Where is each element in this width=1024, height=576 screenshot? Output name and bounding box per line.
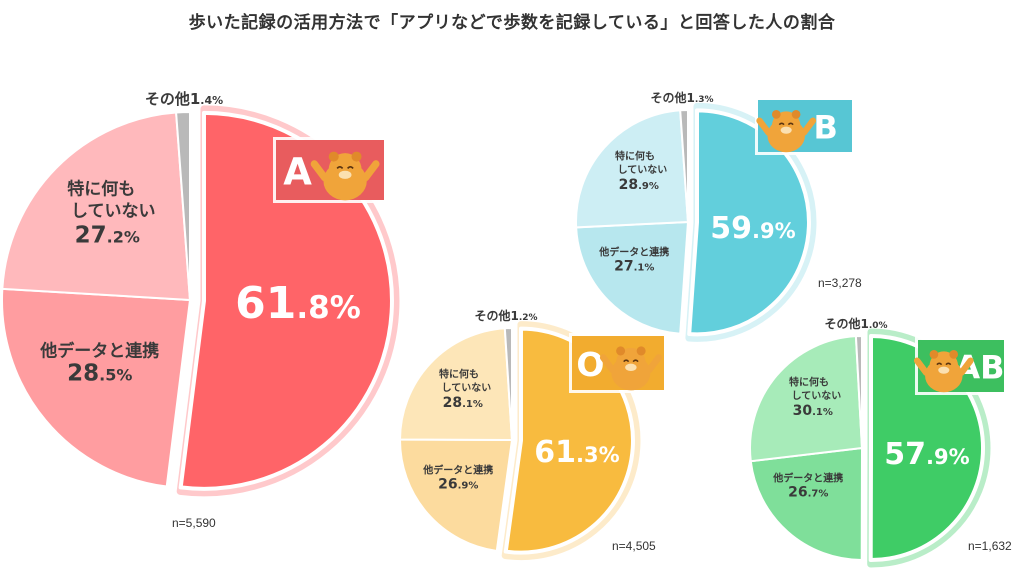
label-main-percent: 59.9% xyxy=(710,211,795,246)
bear-mascot-icon xyxy=(913,350,974,393)
mascot-ear xyxy=(351,151,362,162)
label-nothing-2: していない xyxy=(442,382,492,394)
slice-main-group xyxy=(685,102,817,342)
mascot-arms xyxy=(756,117,817,136)
slice-nothing xyxy=(398,327,514,442)
sample-size: n=4,505 xyxy=(612,539,656,553)
mascot-ear xyxy=(791,110,801,119)
slice-other xyxy=(679,108,689,223)
mascot-ear xyxy=(929,350,939,359)
label-nothing-1: 特に何も xyxy=(789,375,829,388)
badge-letter: A xyxy=(283,150,312,193)
mascot-arms xyxy=(599,354,662,374)
label-nothing-2: していない xyxy=(71,202,156,222)
mascot-eyes xyxy=(623,359,639,363)
mascot-eyes xyxy=(778,122,794,126)
label-linked: 他データと連携 xyxy=(39,340,159,361)
sample-size: n=5,590 xyxy=(172,516,216,530)
label-linked: 他データと連携 xyxy=(772,472,843,485)
label-nothing-value: 30.1% xyxy=(793,403,833,419)
slice-other xyxy=(175,110,191,301)
slice-other xyxy=(854,334,863,449)
mascot-muzzle xyxy=(938,366,950,374)
slice-nothing xyxy=(1,111,192,302)
label-nothing-1: 特に何も xyxy=(67,179,135,200)
label-nothing-1: 特に何も xyxy=(439,367,479,380)
label-linked-value: 26.9% xyxy=(438,476,478,492)
mascot-ear xyxy=(949,350,959,359)
mascot-head xyxy=(929,351,959,380)
chart-title: 歩いた記録の活用方法で「アプリなどで歩数を記録している」と回答した人の割合 xyxy=(188,13,836,33)
badge-letter: B xyxy=(813,108,837,146)
label-linked-value: 27.1% xyxy=(614,258,654,274)
slice-main xyxy=(687,108,811,337)
slice-main-glow xyxy=(176,105,400,497)
mascot-muzzle xyxy=(780,126,792,134)
mascot-muzzle xyxy=(625,363,637,372)
mascot-ear xyxy=(616,346,626,356)
slice-other xyxy=(503,326,513,441)
sample-size: n=1,632 xyxy=(968,539,1012,553)
bear-mascot-icon xyxy=(756,110,817,153)
blood-type-badge: A xyxy=(273,137,387,203)
label-other: その他1.2% xyxy=(474,308,537,323)
blood-type-badge: AB xyxy=(913,337,1007,395)
slice-main-group xyxy=(176,105,400,497)
label-other: その他1.3% xyxy=(650,90,713,105)
mascot-head xyxy=(771,111,801,140)
mascot-arms xyxy=(310,160,380,182)
slice-linked xyxy=(399,438,514,553)
mascot-muzzle xyxy=(338,170,352,179)
badge-letter: O xyxy=(576,345,604,384)
label-nothing-2: していない xyxy=(792,390,842,402)
slice-main xyxy=(178,110,394,491)
label-linked: 他データと連携 xyxy=(598,246,669,259)
bear-mascot-icon xyxy=(310,151,380,201)
label-linked-value: 26.7% xyxy=(788,484,828,500)
blood-type-badge: B xyxy=(755,97,855,155)
mascot-ear xyxy=(771,110,781,119)
slice-linked xyxy=(1,287,192,488)
label-nothing-value: 28.9% xyxy=(619,177,659,193)
mascot-ear xyxy=(328,151,339,162)
label-other: その他1.0% xyxy=(824,316,887,331)
sample-size: n=3,278 xyxy=(818,276,862,290)
mascot-arms xyxy=(913,357,974,376)
slice-linked xyxy=(749,446,864,562)
mascot-head xyxy=(328,153,362,186)
label-nothing-1: 特に何も xyxy=(615,149,655,162)
label-nothing-value: 27.2% xyxy=(75,223,140,249)
label-linked-value: 28.5% xyxy=(67,360,132,386)
label-nothing-value: 28.1% xyxy=(443,395,483,411)
slice-nothing xyxy=(575,109,690,229)
bear-mascot-icon xyxy=(599,346,662,391)
label-main-percent: 61.8% xyxy=(235,278,361,329)
label-linked: 他データと連携 xyxy=(422,464,493,477)
mascot-eyes xyxy=(336,166,354,169)
mascot-head xyxy=(616,347,646,378)
label-main-percent: 61.3% xyxy=(534,435,619,470)
slice-main-glow xyxy=(685,102,817,342)
label-nothing-2: していない xyxy=(618,164,668,176)
mascot-eyes xyxy=(936,362,952,366)
label-other: その他1.4% xyxy=(145,90,223,108)
blood-type-badge: O xyxy=(569,333,667,393)
slice-nothing xyxy=(749,335,864,463)
slice-linked xyxy=(575,220,690,335)
label-main-percent: 57.9% xyxy=(884,437,969,472)
mascot-ear xyxy=(636,346,646,356)
